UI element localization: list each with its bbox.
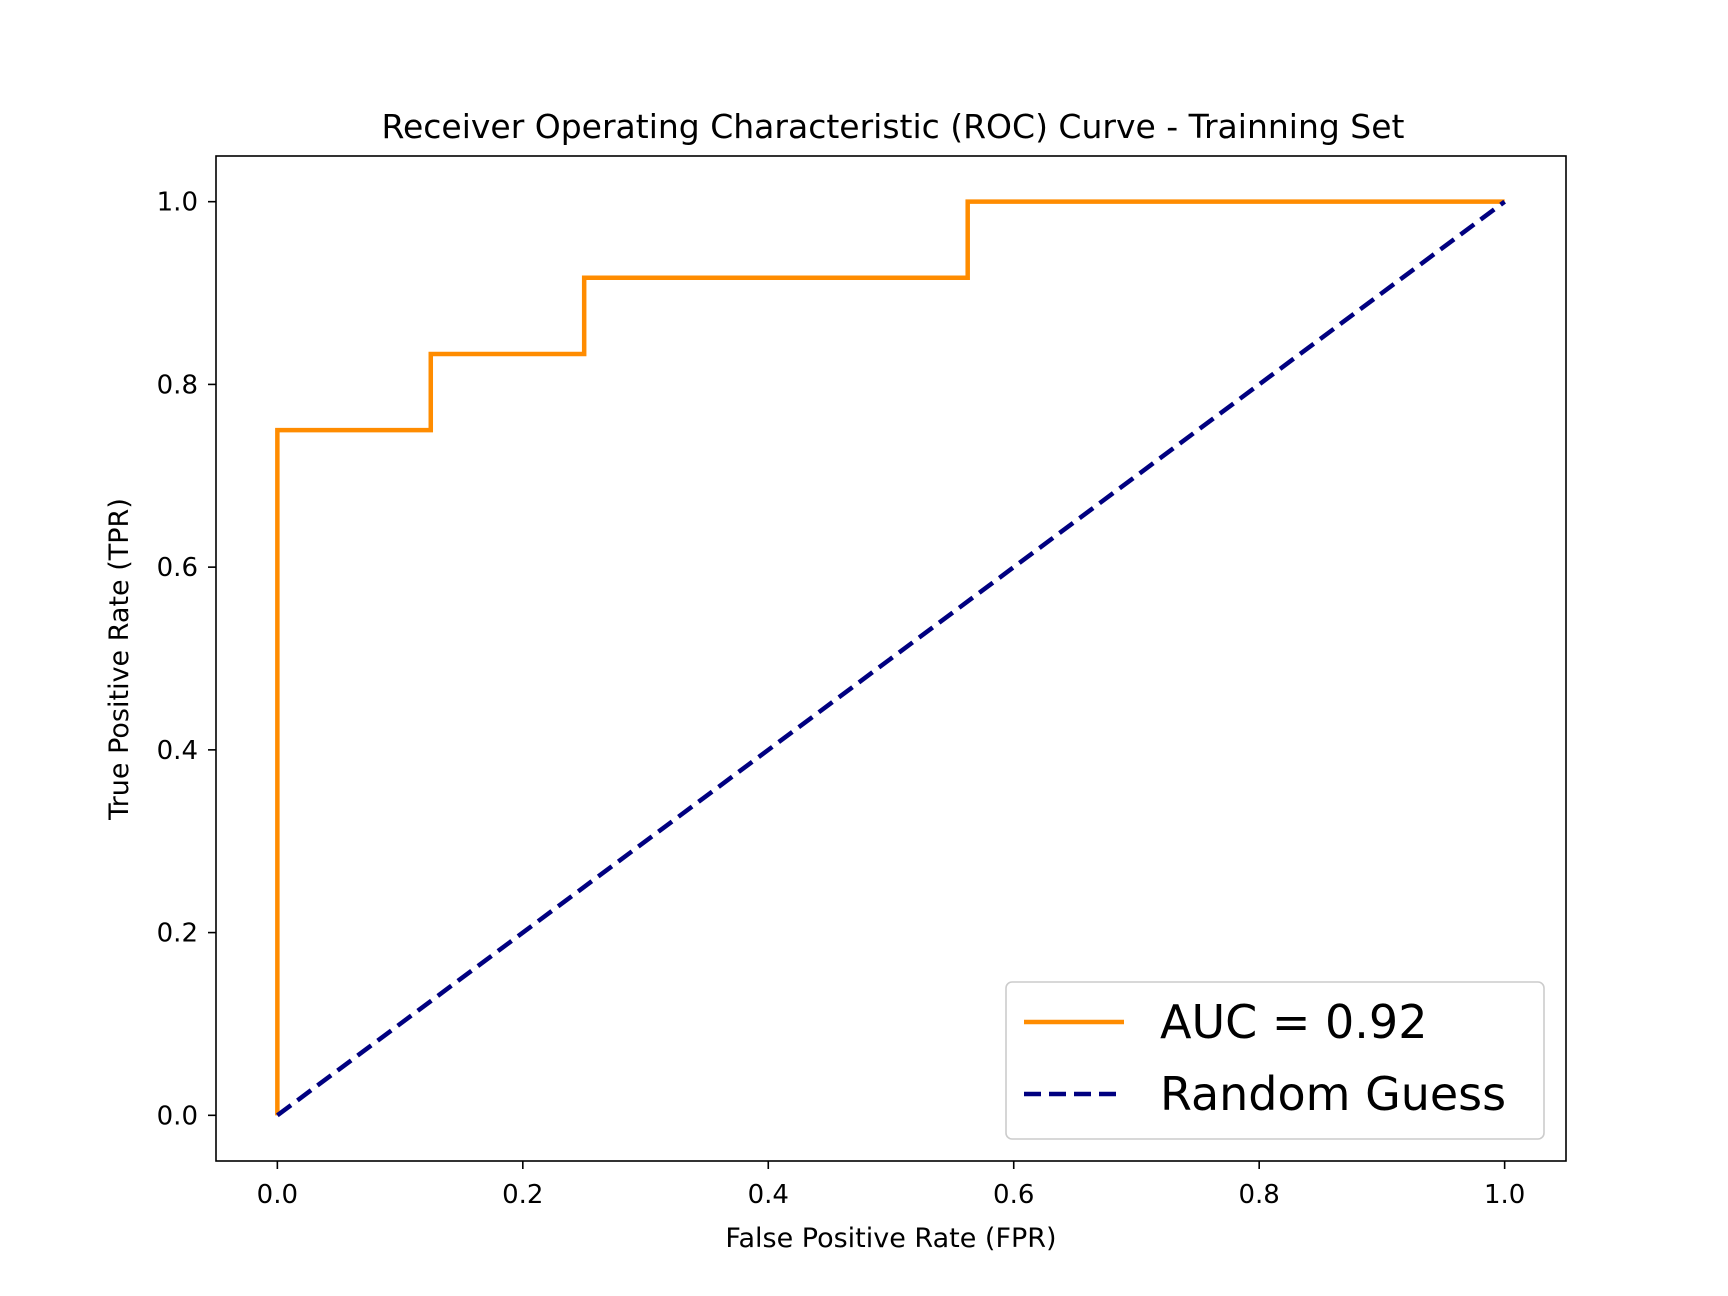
y-tick-label: 0.2 <box>157 919 198 949</box>
random-guess-line <box>276 199 1506 1118</box>
y-axis-ticks: 0.0 0.2 0.4 0.6 0.8 1.0 <box>157 188 216 1131</box>
x-tick-label: 0.0 <box>257 1180 298 1210</box>
y-axis-label: True Positive Rate (TPR) <box>104 498 135 821</box>
legend: AUC = 0.92 Random Guess <box>1005 981 1545 1140</box>
y-tick-label: 0.4 <box>157 736 198 766</box>
x-axis-label: False Positive Rate (FPR) <box>725 1223 1056 1254</box>
x-tick-label: 0.6 <box>993 1180 1034 1210</box>
x-tick-label: 0.2 <box>502 1180 543 1210</box>
y-tick-label: 0.8 <box>157 370 198 400</box>
legend-label-auc: AUC = 0.92 <box>1160 995 1427 1049</box>
chart-title: Receiver Operating Characteristic (ROC) … <box>382 107 1405 146</box>
y-tick-label: 0.6 <box>157 553 198 583</box>
x-tick-label: 1.0 <box>1484 1180 1525 1210</box>
plot-frame <box>215 155 1567 1162</box>
y-tick-label: 1.0 <box>157 188 198 218</box>
roc-curve-line <box>275 199 1505 1116</box>
series-layer <box>275 199 1506 1118</box>
legend-box <box>1005 981 1545 1140</box>
x-tick-label: 0.4 <box>748 1180 789 1210</box>
x-tick-label: 0.8 <box>1239 1180 1280 1210</box>
y-tick-label: 0.0 <box>157 1101 198 1131</box>
x-axis-ticks: 0.0 0.2 0.4 0.6 0.8 1.0 <box>257 1161 1525 1210</box>
legend-label-random-guess: Random Guess <box>1160 1067 1506 1121</box>
